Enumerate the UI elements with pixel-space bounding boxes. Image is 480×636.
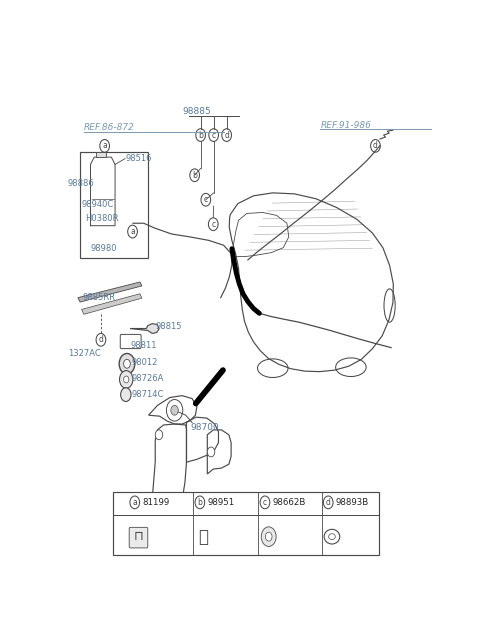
Text: d: d [326, 498, 331, 507]
Text: REF.91-986: REF.91-986 [321, 121, 371, 130]
Circle shape [265, 532, 272, 541]
Text: d: d [224, 130, 229, 139]
Circle shape [124, 376, 129, 383]
Text: a: a [132, 498, 137, 507]
Circle shape [261, 527, 276, 546]
Text: 98700: 98700 [190, 424, 219, 432]
Text: 98951: 98951 [207, 498, 235, 507]
Text: 98516: 98516 [125, 154, 152, 163]
Circle shape [155, 430, 163, 439]
Text: c: c [204, 195, 208, 204]
Circle shape [154, 503, 161, 513]
Text: a: a [102, 141, 107, 150]
Text: 98012: 98012 [132, 358, 158, 368]
Text: 98726A: 98726A [132, 374, 164, 383]
Text: 9885RR: 9885RR [83, 293, 115, 302]
Text: c: c [263, 498, 267, 507]
Text: REF.86-872: REF.86-872 [84, 123, 135, 132]
Text: ⊓: ⊓ [133, 530, 144, 543]
Text: ⌒: ⌒ [199, 528, 209, 546]
Text: d: d [98, 335, 103, 344]
Text: 98811: 98811 [131, 341, 157, 350]
Text: 1327AC: 1327AC [68, 350, 101, 359]
FancyBboxPatch shape [120, 335, 141, 349]
Text: b: b [192, 170, 197, 180]
FancyBboxPatch shape [81, 152, 148, 258]
FancyBboxPatch shape [129, 527, 148, 548]
Polygon shape [131, 324, 159, 333]
Text: 98714C: 98714C [132, 390, 164, 399]
Text: 98886: 98886 [67, 179, 94, 188]
FancyBboxPatch shape [113, 492, 379, 555]
Text: b: b [198, 130, 203, 139]
Circle shape [120, 371, 133, 388]
FancyBboxPatch shape [96, 152, 106, 157]
Text: d: d [373, 141, 378, 150]
Text: 98940C: 98940C [82, 200, 114, 209]
Polygon shape [78, 282, 142, 302]
Circle shape [171, 405, 178, 415]
Text: b: b [197, 498, 202, 507]
Polygon shape [82, 294, 142, 314]
Text: 98893B: 98893B [336, 498, 369, 507]
Circle shape [124, 359, 130, 368]
Text: c: c [212, 130, 216, 139]
Circle shape [178, 503, 186, 513]
Circle shape [120, 388, 131, 401]
Text: 81199: 81199 [142, 498, 169, 507]
Text: 98885: 98885 [183, 107, 212, 116]
Text: 98815: 98815 [156, 322, 182, 331]
Circle shape [119, 354, 135, 374]
Text: 98662B: 98662B [273, 498, 306, 507]
Text: a: a [130, 227, 135, 236]
Text: 98980: 98980 [91, 244, 117, 253]
Circle shape [207, 447, 215, 457]
Text: c: c [211, 219, 216, 229]
Text: H0380R: H0380R [85, 214, 119, 223]
